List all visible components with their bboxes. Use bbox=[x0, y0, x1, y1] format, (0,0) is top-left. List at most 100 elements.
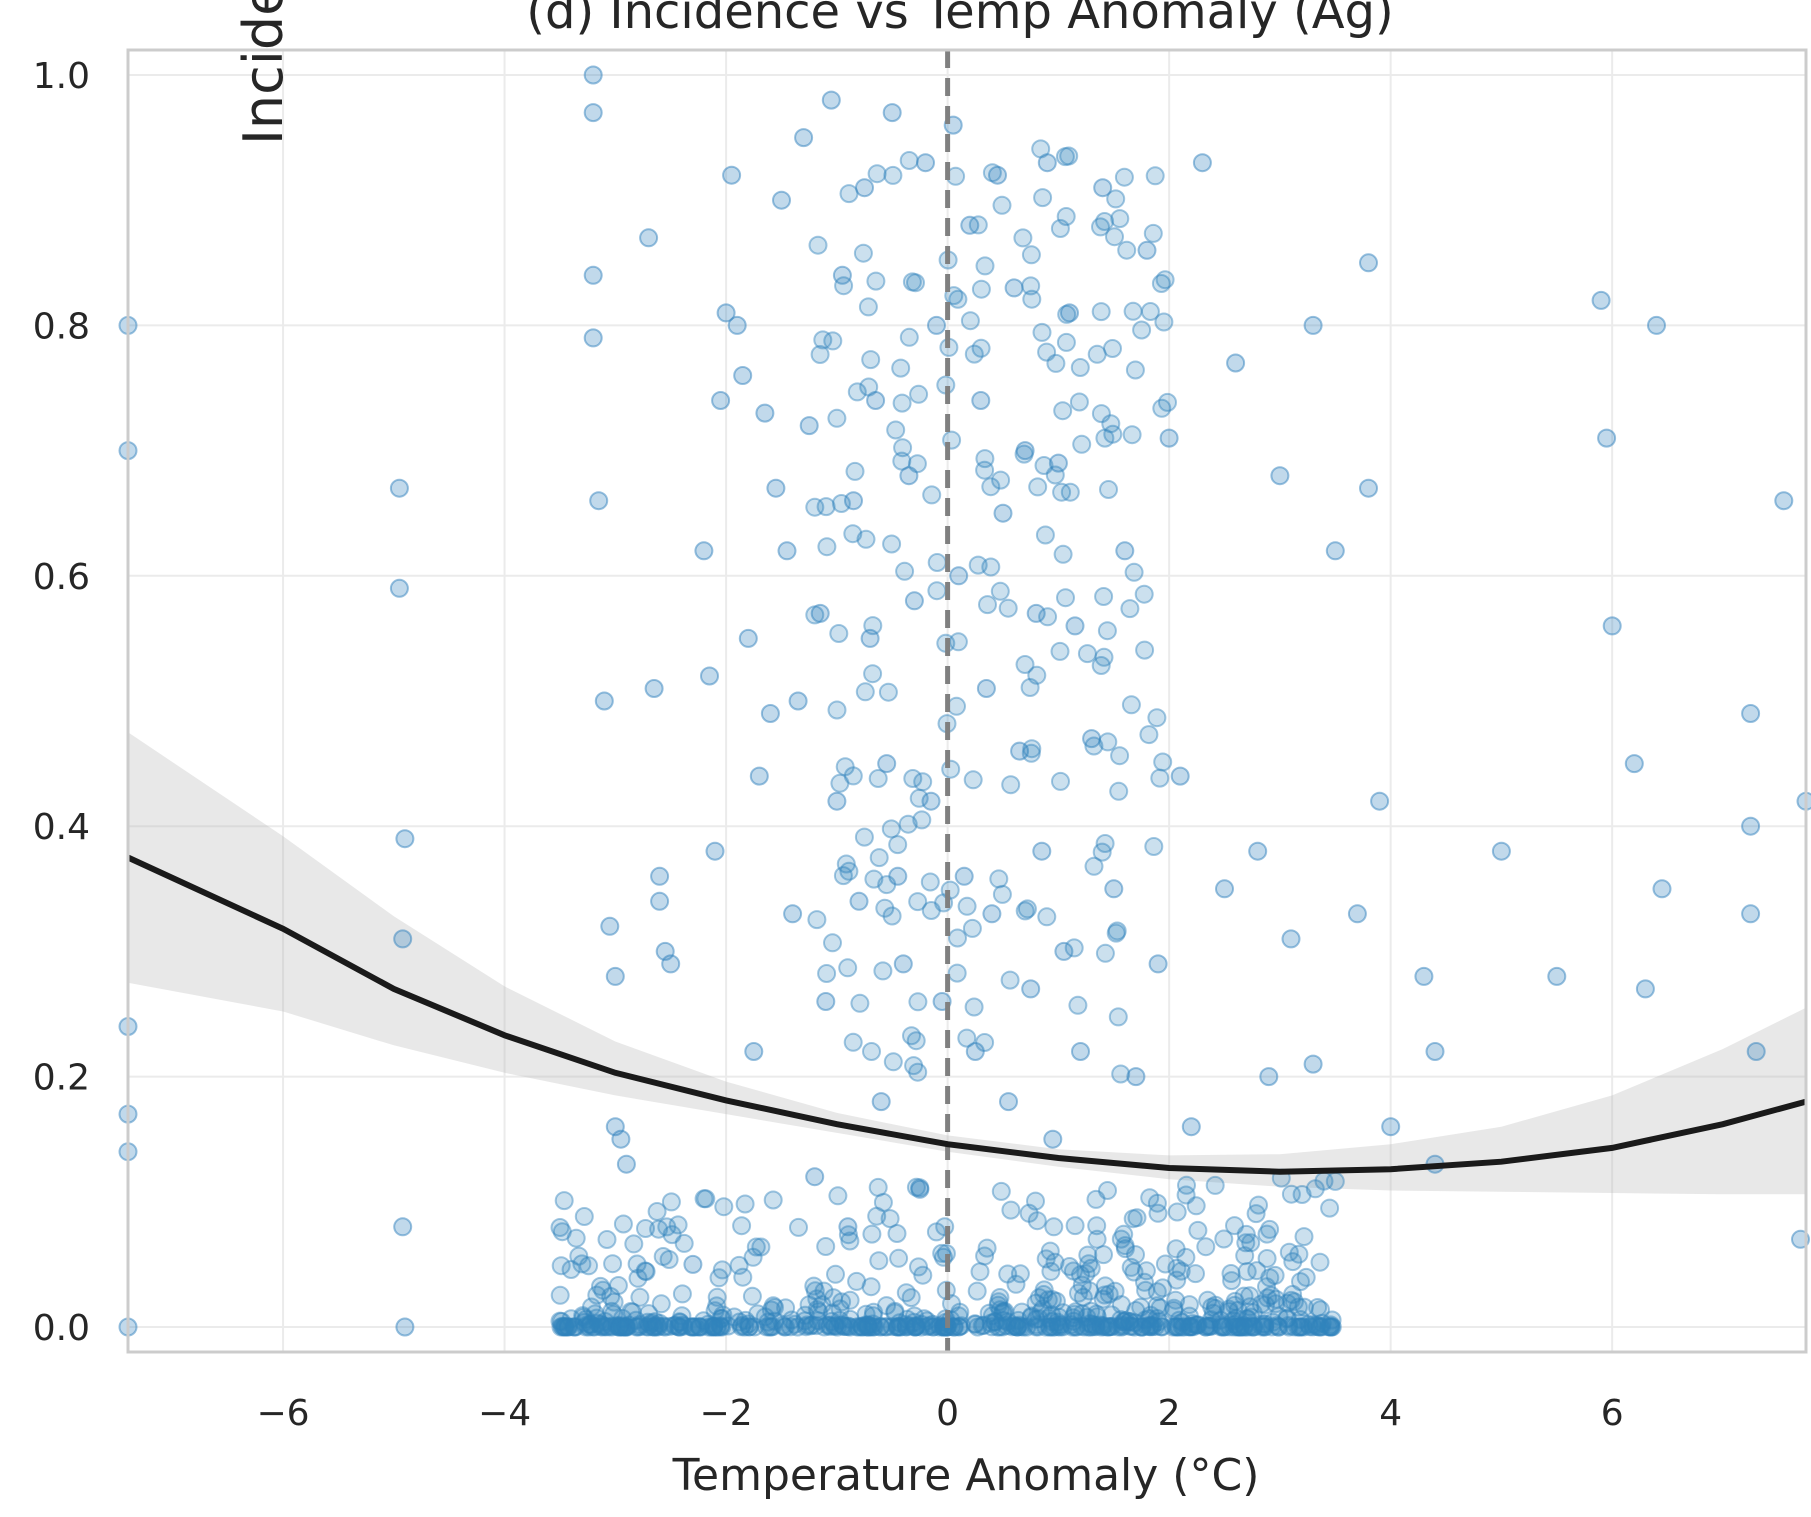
y-tick-label: 0.6 bbox=[33, 557, 90, 598]
data-point bbox=[763, 1190, 783, 1210]
data-point bbox=[1087, 1216, 1107, 1236]
data-point bbox=[704, 1317, 724, 1336]
data-point bbox=[1268, 1317, 1288, 1337]
data-point bbox=[1086, 1189, 1106, 1209]
data-point bbox=[1021, 979, 1041, 999]
data-point bbox=[1000, 970, 1020, 990]
data-point bbox=[1139, 1317, 1159, 1337]
data-point bbox=[950, 1302, 970, 1322]
data-point bbox=[1126, 1301, 1146, 1320]
data-point bbox=[1060, 1257, 1079, 1276]
data-point bbox=[1124, 1317, 1144, 1337]
data-point bbox=[1021, 743, 1041, 763]
data-point bbox=[604, 1292, 624, 1312]
data-point bbox=[1071, 1265, 1090, 1285]
data-point bbox=[669, 1317, 689, 1337]
data-point bbox=[1056, 332, 1076, 352]
data-point bbox=[1084, 736, 1104, 756]
data-point bbox=[911, 1314, 931, 1334]
data-point bbox=[903, 769, 923, 788]
data-point bbox=[731, 1317, 751, 1337]
data-point bbox=[1140, 1317, 1160, 1337]
data-point bbox=[927, 315, 946, 335]
data-point bbox=[957, 1028, 977, 1048]
data-point bbox=[905, 1317, 925, 1337]
data-point bbox=[971, 391, 991, 410]
data-point bbox=[1126, 1245, 1145, 1265]
data-point bbox=[890, 1313, 910, 1333]
data-point bbox=[795, 1305, 815, 1325]
data-point bbox=[1050, 219, 1070, 238]
data-point bbox=[892, 451, 912, 471]
data-point bbox=[947, 963, 967, 983]
data-point bbox=[702, 1317, 721, 1337]
data-point bbox=[909, 1257, 928, 1277]
data-point bbox=[975, 449, 995, 469]
data-point bbox=[807, 1289, 827, 1309]
data-point bbox=[1069, 1283, 1088, 1303]
data-point bbox=[873, 1192, 893, 1212]
data-point bbox=[696, 1189, 716, 1209]
data-point bbox=[1124, 1262, 1144, 1282]
data-point bbox=[1007, 1317, 1027, 1337]
data-point bbox=[863, 1306, 883, 1326]
data-point bbox=[1201, 1310, 1221, 1330]
data-point bbox=[1414, 966, 1434, 986]
data-point bbox=[1057, 304, 1077, 324]
data-point bbox=[1015, 441, 1035, 461]
data-point bbox=[1246, 1204, 1266, 1224]
data-point bbox=[816, 992, 836, 1011]
data-point bbox=[668, 1317, 688, 1337]
data-point bbox=[751, 1237, 771, 1257]
data-point bbox=[1283, 1252, 1303, 1272]
data-point bbox=[1064, 938, 1084, 958]
data-point bbox=[788, 691, 808, 711]
data-point bbox=[834, 276, 854, 296]
data-point bbox=[1116, 1311, 1135, 1330]
data-point bbox=[814, 1317, 834, 1337]
data-point bbox=[1007, 1317, 1027, 1337]
data-point bbox=[1220, 1317, 1240, 1337]
data-point bbox=[1243, 1317, 1263, 1337]
data-point bbox=[601, 1287, 621, 1306]
data-point bbox=[670, 1317, 690, 1337]
data-point bbox=[882, 1317, 902, 1337]
data-point bbox=[643, 1317, 663, 1337]
y-tick-label: 1.0 bbox=[33, 56, 90, 97]
data-point bbox=[1065, 616, 1085, 636]
data-point bbox=[914, 1309, 934, 1329]
data-point bbox=[1205, 1298, 1225, 1318]
data-point bbox=[552, 1316, 572, 1336]
data-point bbox=[997, 1312, 1017, 1332]
data-point bbox=[904, 1056, 924, 1076]
data-point bbox=[835, 757, 855, 777]
data-point bbox=[1741, 904, 1761, 924]
data-point bbox=[869, 848, 889, 868]
data-point bbox=[766, 478, 786, 498]
data-point bbox=[1158, 392, 1177, 412]
data-point bbox=[785, 1314, 805, 1334]
data-point bbox=[913, 772, 933, 792]
data-point bbox=[804, 1276, 824, 1296]
data-point bbox=[1240, 1286, 1260, 1306]
data-point bbox=[981, 1313, 1001, 1333]
data-point bbox=[705, 1301, 725, 1321]
data-point bbox=[832, 1292, 852, 1312]
data-point bbox=[1093, 1289, 1113, 1309]
data-point bbox=[1008, 1317, 1027, 1337]
data-point bbox=[1198, 1290, 1218, 1310]
data-point bbox=[823, 933, 842, 953]
data-point bbox=[899, 466, 919, 486]
data-point bbox=[583, 328, 603, 348]
data-point bbox=[743, 1247, 763, 1267]
data-point bbox=[1163, 1317, 1183, 1337]
data-point bbox=[551, 1256, 571, 1276]
data-point bbox=[642, 1313, 662, 1333]
plot-area: −6 −4 −2 0 2 4 6 0.0 0.2 0.4 0.6 0.8 1.0 bbox=[33, 48, 1811, 1434]
data-point bbox=[1049, 1307, 1069, 1327]
data-point bbox=[1135, 640, 1155, 660]
data-point bbox=[1020, 678, 1040, 697]
data-point bbox=[820, 1317, 840, 1336]
data-point bbox=[975, 460, 995, 480]
data-point bbox=[718, 1316, 738, 1336]
